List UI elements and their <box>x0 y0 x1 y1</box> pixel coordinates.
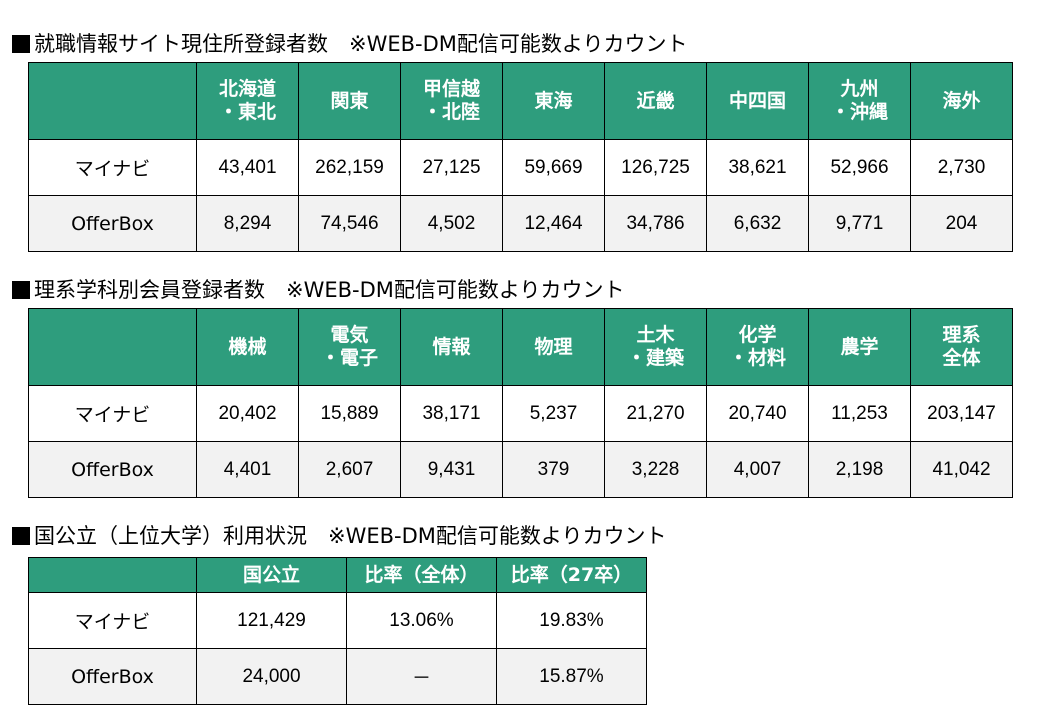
cell: 126,725 <box>604 139 707 196</box>
header-agriculture: 農学 <box>808 308 911 386</box>
cell: 9,431 <box>400 441 503 498</box>
cell: 2,730 <box>910 139 1013 196</box>
square-bullet-icon <box>12 35 30 53</box>
table-major-registrants: 機械 電気 ・電子 情報 物理 土木 ・建築 化学 ・材料 農学 理系 全体 マイナビ … <box>28 308 1013 498</box>
cell: 13.06% <box>346 592 497 649</box>
cell: 34,786 <box>604 195 707 252</box>
row-label: OfferBox <box>28 648 197 705</box>
section-2-title: 理系学科別会員登録者数 ※WEB-DM配信可能数よりカウント <box>12 278 624 302</box>
header-mechanical: 機械 <box>196 308 299 386</box>
cell: 52,966 <box>808 139 911 196</box>
cell: 15,889 <box>298 385 401 442</box>
cell: 20,402 <box>196 385 299 442</box>
header-chemistry-materials: 化学 ・材料 <box>706 308 809 386</box>
header-ratio-27: 比率（27卒） <box>496 557 647 593</box>
header-chushikoku: 中四国 <box>706 62 809 140</box>
cell: 4,007 <box>706 441 809 498</box>
header-national-public: 国公立 <box>196 557 347 593</box>
cell: 2,607 <box>298 441 401 498</box>
header-electrical: 電気 ・電子 <box>298 308 401 386</box>
square-bullet-icon <box>12 281 30 299</box>
cell: 6,632 <box>706 195 809 252</box>
cell: 5,237 <box>502 385 605 442</box>
cell: 38,621 <box>706 139 809 196</box>
section-3-title: 国公立（上位大学）利用状況 ※WEB-DM配信可能数よりカウント <box>12 524 666 548</box>
cell: 262,159 <box>298 139 401 196</box>
table-region-registrants: 北海道 ・東北 関東 甲信越 ・北陸 東海 近畿 中四国 九州 ・沖縄 海外 マイナビ… <box>28 62 1013 252</box>
cell: 3,228 <box>604 441 707 498</box>
cell: 20,740 <box>706 385 809 442</box>
cell: 2,198 <box>808 441 911 498</box>
cell: 11,253 <box>808 385 911 442</box>
square-bullet-icon <box>12 527 30 545</box>
cell: 43,401 <box>196 139 299 196</box>
cell: 4,502 <box>400 195 503 252</box>
cell: 27,125 <box>400 139 503 196</box>
cell: 59,669 <box>502 139 605 196</box>
cell: 19.83% <box>496 592 647 649</box>
header-kinki: 近畿 <box>604 62 707 140</box>
table-row: マイナビ 121,429 13.06% 19.83% <box>28 592 647 649</box>
header-corner <box>28 557 197 593</box>
header-koshinetsu-hokuriku: 甲信越 ・北陸 <box>400 62 503 140</box>
cell: 74,546 <box>298 195 401 252</box>
header-hokkaido-tohoku: 北海道 ・東北 <box>196 62 299 140</box>
header-corner <box>28 62 197 140</box>
cell: 203,147 <box>910 385 1013 442</box>
header-tokai: 東海 <box>502 62 605 140</box>
header-science-total: 理系 全体 <box>910 308 1013 386</box>
cell: 204 <box>910 195 1013 252</box>
header-civil-architecture: 土木 ・建築 <box>604 308 707 386</box>
cell: 12,464 <box>502 195 605 252</box>
cell: 379 <box>502 441 605 498</box>
header-overseas: 海外 <box>910 62 1013 140</box>
header-ratio-total: 比率（全体） <box>346 557 497 593</box>
row-label: マイナビ <box>28 139 197 196</box>
cell: 15.87% <box>496 648 647 705</box>
cell: 24,000 <box>196 648 347 705</box>
header-kyushu-okinawa: 九州 ・沖縄 <box>808 62 911 140</box>
header-kanto: 関東 <box>298 62 401 140</box>
table-row: マイナビ 43,401 262,159 27,125 59,669 126,72… <box>28 139 1013 196</box>
cell: － <box>346 648 497 705</box>
table-row: マイナビ 20,402 15,889 38,171 5,237 21,270 2… <box>28 385 1013 442</box>
section-3-title-text: 国公立（上位大学）利用状況 ※WEB-DM配信可能数よりカウント <box>34 524 667 548</box>
section-1-title: 就職情報サイト現住所登録者数 ※WEB-DM配信可能数よりカウント <box>12 32 687 56</box>
row-label: OfferBox <box>28 441 197 498</box>
table-national-public-usage: 国公立 比率（全体） 比率（27卒） マイナビ 121,429 13.06% 1… <box>28 557 647 705</box>
table-row: OfferBox 8,294 74,546 4,502 12,464 34,78… <box>28 195 1013 252</box>
header-physics: 物理 <box>502 308 605 386</box>
cell: 8,294 <box>196 195 299 252</box>
section-1-title-text: 就職情報サイト現住所登録者数 ※WEB-DM配信可能数よりカウント <box>34 32 688 56</box>
cell: 21,270 <box>604 385 707 442</box>
cell: 38,171 <box>400 385 503 442</box>
row-label: マイナビ <box>28 592 197 649</box>
section-2-title-text: 理系学科別会員登録者数 ※WEB-DM配信可能数よりカウント <box>34 278 625 302</box>
table-row: OfferBox 24,000 － 15.87% <box>28 648 647 705</box>
cell: 4,401 <box>196 441 299 498</box>
header-corner <box>28 308 197 386</box>
row-label: OfferBox <box>28 195 197 252</box>
cell: 121,429 <box>196 592 347 649</box>
header-information: 情報 <box>400 308 503 386</box>
row-label: マイナビ <box>28 385 197 442</box>
table-row: OfferBox 4,401 2,607 9,431 379 3,228 4,0… <box>28 441 1013 498</box>
cell: 41,042 <box>910 441 1013 498</box>
cell: 9,771 <box>808 195 911 252</box>
